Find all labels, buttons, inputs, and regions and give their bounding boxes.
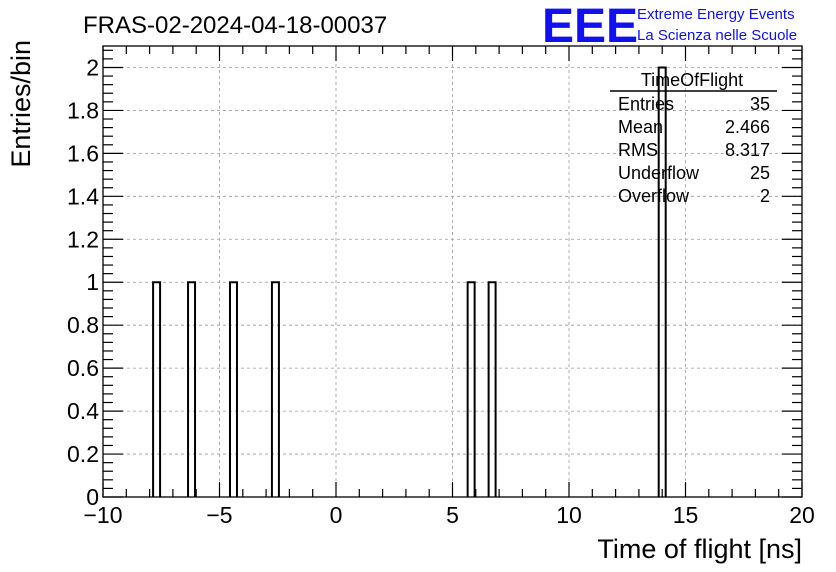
y-tick-label: 1 bbox=[86, 269, 99, 295]
histogram-bar bbox=[187, 281, 197, 497]
histogram-bar bbox=[487, 281, 497, 497]
y-tick-label: 1.4 bbox=[67, 183, 99, 209]
plot-frame bbox=[102, 45, 803, 498]
eee-logo-mark: EEE bbox=[542, 0, 638, 53]
y-tick-label: 1.2 bbox=[67, 226, 99, 252]
histogram-bar bbox=[466, 281, 476, 497]
y-tick-label: 1.8 bbox=[67, 97, 99, 123]
eee-logo-line2: La Scienza nelle Scuole bbox=[637, 27, 797, 44]
stats-row-label: Mean bbox=[618, 117, 663, 137]
stats-box-rows: Entries 35 Mean 2.466 RMS 8.317 Underflow 25 Ove… bbox=[618, 94, 770, 206]
stats-box: TimeOfFlight Entries 35 Mean 2.466 RMS 8.317 U… bbox=[610, 70, 777, 206]
y-tick-label: 0.2 bbox=[67, 441, 99, 467]
x-tick-label: 20 bbox=[789, 502, 815, 528]
histogram-bar bbox=[657, 66, 667, 497]
y-tick-label: 0.6 bbox=[67, 355, 99, 381]
x-tick-label: 10 bbox=[556, 502, 582, 528]
stats-row-value: 2.466 bbox=[725, 117, 770, 137]
x-tick-label: 0 bbox=[330, 502, 343, 528]
y-axis-label: Entries/bin bbox=[6, 40, 36, 168]
grid-lines bbox=[103, 46, 802, 497]
x-axis-label: Time of flight [ns] bbox=[597, 534, 802, 564]
stats-row-value: 25 bbox=[750, 163, 770, 183]
x-tick-label: −5 bbox=[206, 502, 232, 528]
y-tick-label: 0.4 bbox=[67, 398, 99, 424]
stats-box-title: TimeOfFlight bbox=[641, 70, 743, 90]
stats-row-label: Overflow bbox=[618, 186, 690, 206]
x-tick-label: 5 bbox=[446, 502, 459, 528]
y-tick-label: 0 bbox=[86, 484, 99, 510]
y-tick-label: 0.8 bbox=[67, 312, 99, 338]
eee-logo-line1: Extreme Energy Events bbox=[637, 6, 795, 23]
stats-row-value: 35 bbox=[750, 94, 770, 114]
histogram-bar bbox=[270, 281, 280, 497]
y-tick-label: 2 bbox=[86, 54, 99, 80]
stats-row-value: 8.317 bbox=[725, 140, 770, 160]
axis-ticks bbox=[102, 46, 803, 498]
histogram-bars bbox=[152, 66, 667, 497]
y-tick-label: 1.6 bbox=[67, 140, 99, 166]
chart-title: FRAS-02-2024-04-18-00037 bbox=[83, 12, 387, 39]
histogram-bar bbox=[228, 281, 238, 497]
stats-row-value: 2 bbox=[760, 186, 770, 206]
tick-labels: −10 −5 0 5 10 15 20 0 0.2 0.4 0.6 0.8 1 1.2 1.4 1.6 1.8 2 bbox=[67, 54, 815, 528]
x-tick-label: 15 bbox=[673, 502, 699, 528]
stats-row-label: Entries bbox=[618, 94, 674, 114]
x-tick-label: −10 bbox=[83, 502, 122, 528]
stats-row-label: Underflow bbox=[618, 163, 700, 183]
eee-logo: EEE Extreme Energy Events La Scienza nel… bbox=[542, 0, 797, 53]
stats-row-label: RMS bbox=[618, 140, 658, 160]
histogram-bar bbox=[152, 281, 162, 497]
